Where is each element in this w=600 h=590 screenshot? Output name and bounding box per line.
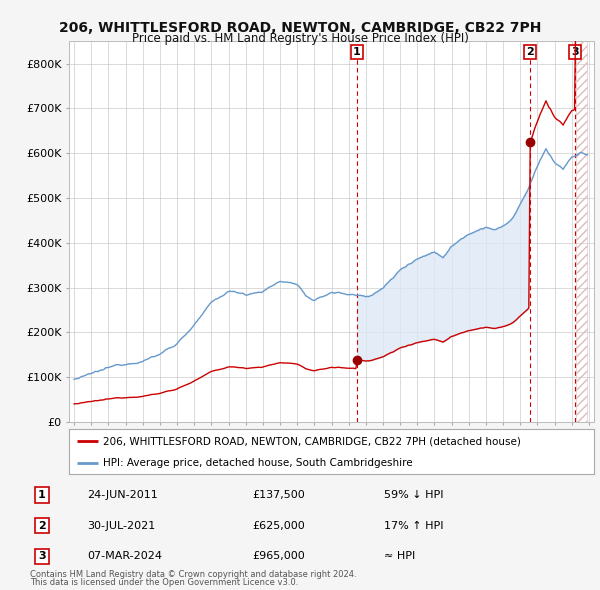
Text: £137,500: £137,500: [252, 490, 305, 500]
Text: 3: 3: [38, 552, 46, 561]
Text: 2: 2: [38, 521, 46, 530]
Text: 206, WHITTLESFORD ROAD, NEWTON, CAMBRIDGE, CB22 7PH: 206, WHITTLESFORD ROAD, NEWTON, CAMBRIDG…: [59, 21, 541, 35]
Text: ≈ HPI: ≈ HPI: [384, 552, 415, 561]
Text: 3: 3: [571, 47, 578, 57]
Text: This data is licensed under the Open Government Licence v3.0.: This data is licensed under the Open Gov…: [30, 578, 298, 587]
Text: 1: 1: [38, 490, 46, 500]
Text: Contains HM Land Registry data © Crown copyright and database right 2024.: Contains HM Land Registry data © Crown c…: [30, 571, 356, 579]
Text: 30-JUL-2021: 30-JUL-2021: [87, 521, 155, 530]
Text: 2: 2: [526, 47, 534, 57]
Text: 07-MAR-2024: 07-MAR-2024: [87, 552, 162, 561]
Text: 17% ↑ HPI: 17% ↑ HPI: [384, 521, 443, 530]
Text: 59% ↓ HPI: 59% ↓ HPI: [384, 490, 443, 500]
Text: £965,000: £965,000: [252, 552, 305, 561]
Text: £625,000: £625,000: [252, 521, 305, 530]
Text: Price paid vs. HM Land Registry's House Price Index (HPI): Price paid vs. HM Land Registry's House …: [131, 32, 469, 45]
Text: 1: 1: [353, 47, 361, 57]
Text: HPI: Average price, detached house, South Cambridgeshire: HPI: Average price, detached house, Sout…: [103, 458, 413, 467]
Text: 206, WHITTLESFORD ROAD, NEWTON, CAMBRIDGE, CB22 7PH (detached house): 206, WHITTLESFORD ROAD, NEWTON, CAMBRIDG…: [103, 437, 521, 447]
Text: 24-JUN-2011: 24-JUN-2011: [87, 490, 158, 500]
